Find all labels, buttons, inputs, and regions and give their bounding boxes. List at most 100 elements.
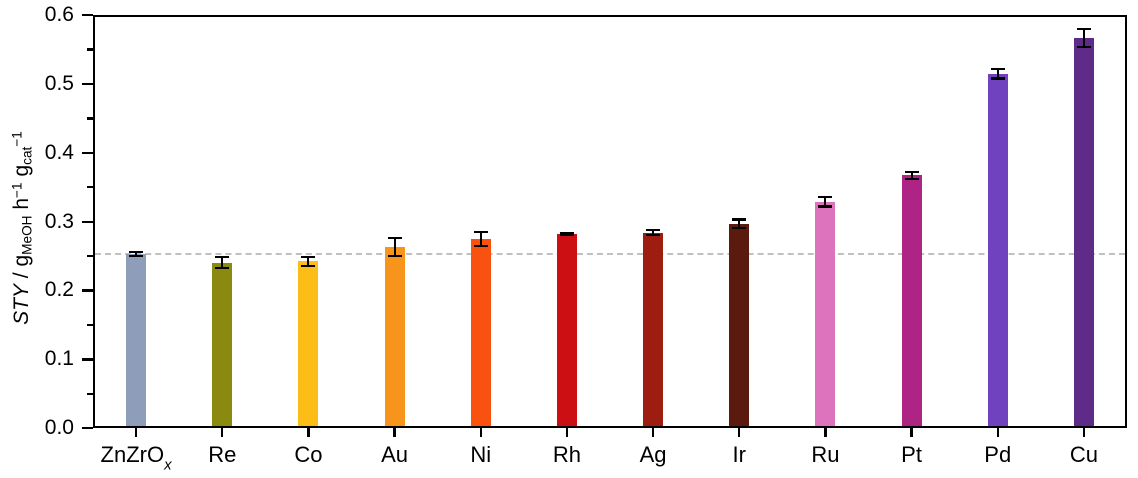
x-axis-tick-ni: [479, 428, 482, 437]
bar-co: [298, 261, 319, 428]
error-bar-cap-top-pt: [904, 170, 919, 174]
x-axis-tick-au: [393, 428, 396, 437]
error-bar-cap-top-co: [301, 255, 316, 258]
error-bar-cap-bottom-cu: [1076, 45, 1091, 48]
y-axis-major-tick: [82, 289, 93, 292]
x-category-text-pd: Pd: [984, 442, 1012, 467]
error-bar-line-au: [393, 238, 396, 256]
error-bar-cap-bottom-au: [387, 254, 402, 258]
error-bar-cap-bottom-ru: [818, 205, 833, 208]
error-bar-cap-bottom-re: [215, 267, 230, 270]
x-axis-tick-pt: [910, 428, 913, 437]
y-axis-tick-label: 0.2: [44, 278, 74, 302]
error-bar-cap-bottom-znzro: [129, 254, 144, 258]
y-axis-major-tick: [82, 220, 93, 223]
error-bar-line-ag: [652, 229, 655, 236]
error-bar-line-pd: [996, 68, 999, 79]
error-bar-cap-top-rh: [559, 231, 574, 234]
error-bar-cap-bottom-ag: [646, 234, 661, 237]
error-bar-cap-top-au: [387, 237, 402, 240]
bar-cu: [1073, 37, 1094, 428]
y-title-sup-2: −1: [9, 131, 25, 147]
bar-znzro: [126, 253, 147, 428]
error-bar-cap-bottom-co: [301, 265, 316, 268]
error-bar-cap-bottom-rh: [559, 234, 574, 237]
x-category-label-ni: Ni: [426, 442, 536, 468]
error-bar-cap-top-znzro: [129, 250, 144, 253]
error-bar-line-ru: [824, 196, 827, 207]
y-axis-minor-tick: [87, 254, 93, 258]
y-axis-tick-label: 0.5: [44, 71, 74, 95]
y-axis-minor-tick: [87, 392, 93, 395]
x-category-label-ag: Ag: [598, 442, 708, 468]
error-bar-cap-top-ni: [473, 230, 488, 233]
error-bar-cap-top-ir: [732, 218, 747, 221]
x-category-label-ru: Ru: [770, 442, 880, 468]
y-title-sup-1: −1: [9, 182, 25, 198]
x-axis-tick-ag: [651, 428, 655, 437]
x-category-label-ir: Ir: [684, 442, 794, 468]
error-bar-cap-bottom-pd: [990, 77, 1005, 80]
error-bar-line-pt: [910, 171, 913, 179]
x-axis-tick-pd: [996, 428, 999, 437]
bar-re: [212, 262, 233, 428]
y-axis-tick-label: 0.0: [44, 416, 74, 439]
x-category-text-ni: Ni: [470, 442, 492, 467]
error-bar-line-ir: [738, 219, 741, 228]
x-category-text-ag: Ag: [639, 442, 667, 467]
y-axis-tick-label: 0.1: [44, 347, 74, 371]
error-bar-cap-top-ru: [818, 195, 833, 198]
y-axis-minor-tick: [87, 186, 93, 189]
y-axis-minor-tick: [87, 48, 93, 51]
y-axis-tick-label: 0.3: [44, 209, 74, 233]
bar-ni: [470, 238, 491, 428]
x-axis-tick-cu: [1082, 428, 1086, 437]
y-title-g: g: [10, 164, 33, 183]
y-axis-major-tick: [82, 82, 93, 86]
x-category-text-au: Au: [381, 442, 409, 467]
x-category-text-rh: Rh: [552, 442, 581, 467]
y-axis-major-tick: [82, 14, 93, 17]
x-category-label-cu: Cu: [1029, 442, 1138, 468]
y-axis-tick-label: 0.6: [44, 2, 74, 26]
error-bar-cap-top-cu: [1076, 27, 1091, 30]
error-bar-line-re: [221, 257, 224, 269]
x-category-label-re: Re: [167, 442, 277, 468]
bar-pt: [901, 175, 922, 428]
y-axis-minor-tick: [87, 323, 93, 327]
x-category-subscript-znzro: x: [164, 456, 172, 474]
x-axis-tick-znzro: [134, 428, 138, 437]
x-axis-tick-re: [221, 428, 224, 437]
plot-area: [93, 15, 1127, 428]
x-category-text-co: Co: [294, 442, 323, 467]
bar-ru: [815, 201, 836, 428]
y-axis-major-tick: [82, 151, 93, 155]
bar-pd: [987, 73, 1008, 428]
y-axis-tick-label: 0.4: [44, 140, 74, 164]
bar-rh: [556, 233, 577, 428]
x-category-label-au: Au: [340, 442, 450, 468]
x-category-text-re: Re: [208, 442, 237, 467]
error-bar-cap-bottom-pt: [904, 177, 919, 180]
error-bar-line-rh: [565, 232, 568, 236]
error-bar-cap-top-pd: [990, 67, 1005, 70]
error-bar-line-znzro: [135, 251, 138, 256]
x-category-text-znzro: ZnZrO: [100, 442, 165, 467]
x-category-label-znzro: ZnZrOx: [81, 442, 191, 478]
error-bar-cap-top-ag: [646, 228, 661, 231]
error-bar-line-co: [307, 256, 310, 267]
x-category-text-ir: Ir: [732, 442, 746, 467]
x-category-label-rh: Rh: [512, 442, 622, 468]
error-bar-line-cu: [1082, 28, 1085, 47]
x-category-text-cu: Cu: [1069, 442, 1098, 467]
error-bar-cap-top-re: [215, 256, 230, 259]
x-axis-tick-rh: [565, 428, 569, 437]
error-bar-line-ni: [479, 231, 482, 246]
error-bar-cap-bottom-ni: [473, 244, 488, 247]
x-axis-tick-ir: [738, 428, 741, 437]
bar-ir: [729, 223, 750, 428]
x-category-label-pt: Pt: [857, 442, 967, 468]
reference-line: [95, 252, 1125, 255]
x-category-label-co: Co: [253, 442, 363, 468]
